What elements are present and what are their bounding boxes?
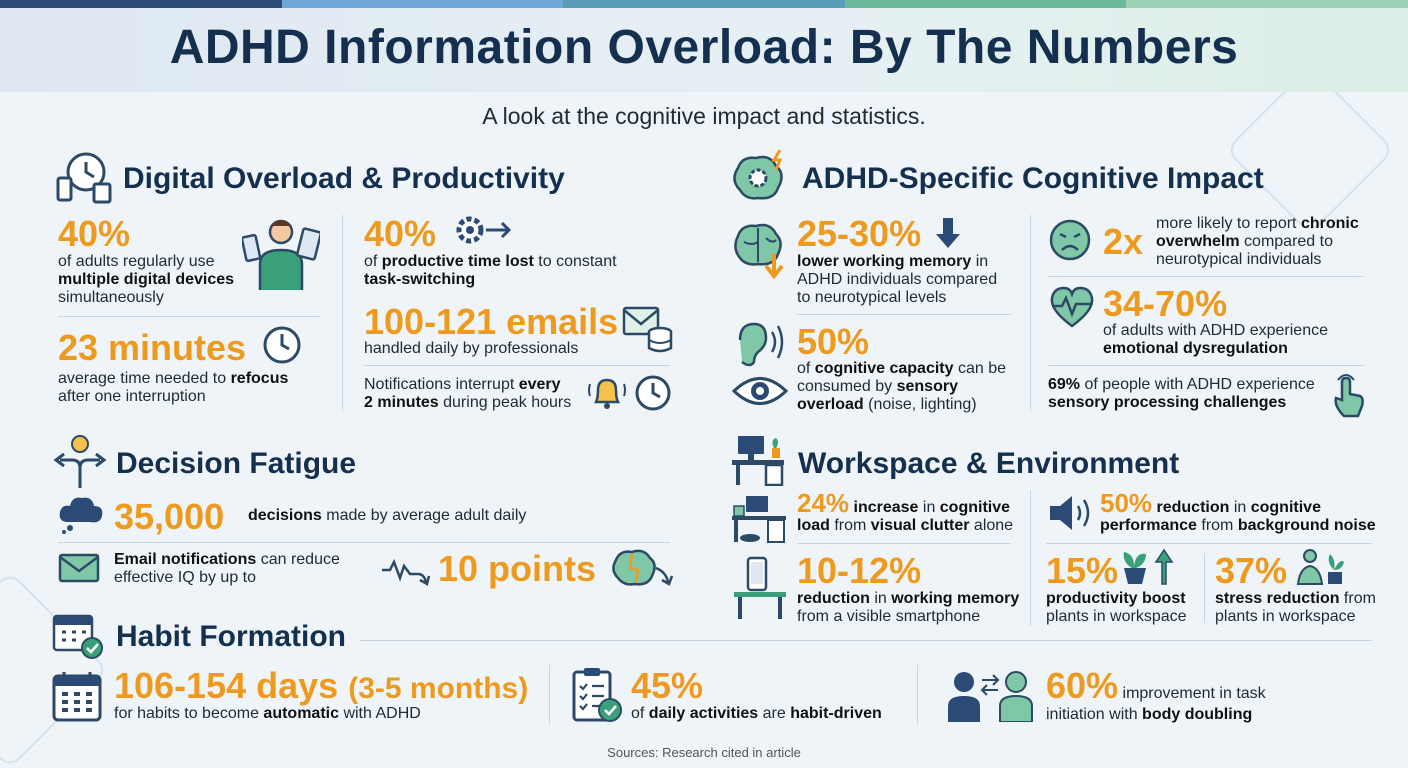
brain-decline-icon [610, 546, 674, 590]
stat-description: more likely to report chronic overwhelm … [1156, 215, 1359, 268]
email-database-icon [622, 302, 674, 354]
stat-value: 40% [58, 213, 131, 254]
calendar-check-icon [52, 610, 104, 660]
overwhelmed-face-icon [1048, 218, 1092, 262]
stat-description: average time needed to refocus after one… [58, 370, 289, 405]
stat-description: of cognitive capacity can be consumed by… [797, 360, 1006, 413]
stat-value: 10-12% [797, 550, 922, 591]
checklist-icon [572, 666, 624, 724]
stat-description: of adults regularly use multiple digital… [58, 253, 235, 306]
divider [1048, 365, 1364, 366]
stat-description: stress reduction from plants in workspac… [1215, 590, 1376, 625]
ear-icon [732, 322, 784, 368]
divider [360, 640, 1372, 641]
speaker-icon [1046, 492, 1094, 534]
brain-gear-icon [730, 150, 790, 206]
body-doubling-icon [946, 668, 1034, 722]
stat-description: 50% reduction in cognitive performance f… [1100, 488, 1376, 534]
brain-down-icon [732, 216, 790, 284]
sources-note: Sources: Research cited in article [607, 745, 801, 760]
clock-icon [262, 325, 302, 365]
divider [342, 215, 343, 411]
divider [1048, 276, 1364, 277]
plant-up-icon [1118, 548, 1176, 586]
stat-description: for habits to become automatic with ADHD [114, 705, 421, 722]
stat-description: 60% improvement in task initiation with … [1046, 665, 1266, 724]
meditation-plant-icon [1296, 548, 1346, 588]
divider [797, 543, 1011, 544]
stat-description: productivity boost plants in workspace [1046, 590, 1187, 625]
stat-description: of daily activities are habit-driven [631, 705, 882, 722]
stat-description: decisions made by average adult daily [248, 507, 527, 524]
divider [1030, 490, 1031, 626]
stat-value: 10 points [438, 548, 597, 589]
divider [364, 365, 670, 366]
stat-value: 40% [364, 213, 437, 254]
stat-value: 37% [1215, 550, 1288, 591]
page-subtitle: A look at the cognitive impact and stati… [482, 103, 926, 129]
section-title-cognitive: ADHD-Specific Cognitive Impact [802, 162, 1264, 195]
person-devices-icon [242, 214, 320, 290]
section-title-workspace: Workspace & Environment [798, 447, 1180, 480]
stat-description: reduction in working memory from a visib… [797, 590, 1020, 625]
stat-description: Email notifications can reduce effective… [114, 551, 340, 586]
stat-value: 25-30% [797, 213, 922, 254]
section-title-digital: Digital Overload & Productivity [123, 162, 565, 195]
divider [58, 542, 670, 543]
clock-icon [634, 374, 672, 412]
divider [797, 314, 1011, 315]
stat-value: 35,000 [114, 496, 225, 537]
stat-description: of productive time lost to constant task… [364, 253, 617, 288]
stat-description: Notifications interrupt every 2 minutes … [364, 376, 572, 411]
stat-value: 2x [1103, 221, 1144, 262]
thought-cloud-icon [58, 494, 104, 534]
divider [58, 316, 320, 317]
stat-value: 34-70% [1103, 283, 1228, 324]
page-title: ADHD Information Overload: By The Number… [169, 21, 1239, 74]
divider [1204, 553, 1205, 623]
cluttered-desk-icon [730, 492, 788, 544]
eye-icon [732, 374, 788, 408]
stat-value: 45% [631, 665, 704, 706]
stat-description: lower working memory in ADHD individuals… [797, 253, 998, 306]
section-title-habit: Habit Formation [116, 620, 346, 653]
lightbulb-crossroads-icon [52, 434, 108, 488]
section-title-decision: Decision Fatigue [116, 447, 357, 480]
stat-value: 106-154 days (3-5 months) [114, 665, 529, 706]
decline-pulse-icon [380, 556, 432, 586]
calendar-icon [52, 670, 102, 722]
stat-value: 23 minutes [58, 327, 247, 368]
stat-value: 15% [1046, 550, 1119, 591]
top-color-bar [0, 0, 1408, 8]
bell-icon [586, 372, 628, 414]
envelope-icon [58, 553, 100, 583]
header-band [0, 8, 1408, 92]
divider [1030, 215, 1031, 411]
stat-description: 24% increase in cognitive load from visu… [797, 488, 1014, 534]
stat-description: of adults with ADHD experience emotional… [1103, 322, 1328, 357]
gear-arrows-icon [452, 210, 514, 250]
divider [917, 665, 918, 725]
divider [549, 665, 550, 725]
phone-desk-icon [732, 556, 788, 620]
arrow-down-icon [934, 216, 962, 250]
touch-hand-icon [1330, 372, 1366, 418]
stat-value: 50% [797, 321, 870, 362]
divider [1046, 543, 1372, 544]
stat-description: handled daily by professionals [364, 340, 579, 357]
stat-value: 100-121 emails [364, 301, 619, 342]
desk-icon [730, 434, 786, 486]
clock-devices-icon [56, 150, 112, 206]
stat-description: 69% of people with ADHD experience senso… [1048, 376, 1315, 411]
heart-rate-icon [1048, 286, 1096, 328]
